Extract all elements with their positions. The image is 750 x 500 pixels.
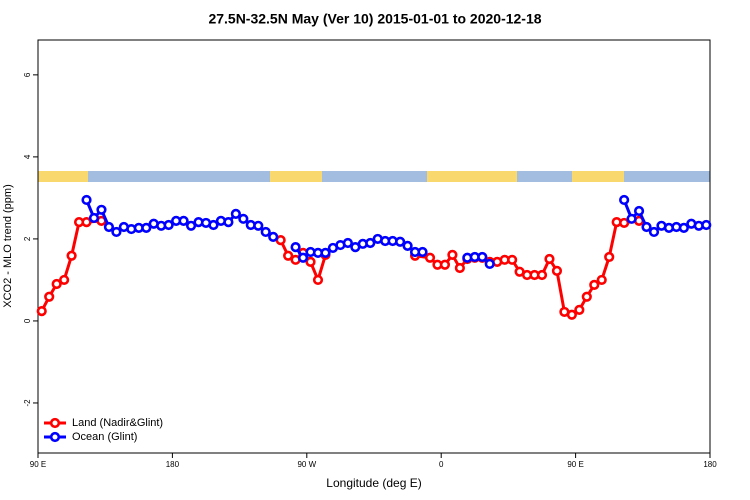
data-point	[544, 253, 555, 265]
data-point	[551, 265, 563, 277]
y-tick-label: 6	[23, 72, 32, 77]
data-point	[230, 208, 241, 219]
data-point	[223, 216, 234, 228]
data-point	[596, 274, 607, 286]
data-point	[36, 305, 47, 317]
data-point	[678, 222, 689, 233]
data-point	[342, 237, 353, 249]
x-tick-label: 180	[166, 460, 180, 469]
x-tick-label: 180	[703, 460, 717, 469]
x-tick-label: 90 W	[297, 460, 316, 469]
data-point	[163, 219, 174, 231]
data-point	[439, 259, 451, 270]
x-tick-label: 90 E	[567, 460, 583, 469]
data-point	[59, 274, 70, 286]
legend-label: Land (Nadir&Glint)	[72, 417, 163, 429]
data-point	[581, 291, 592, 302]
data-point	[305, 256, 316, 267]
data-point	[96, 204, 107, 215]
data-point	[566, 309, 577, 320]
data-point	[320, 247, 331, 258]
data-point	[66, 250, 77, 261]
land-strip	[427, 171, 517, 182]
data-point	[484, 258, 495, 270]
data-point	[44, 291, 55, 302]
data-point	[103, 221, 115, 233]
data-point	[51, 278, 62, 290]
land-strip	[38, 171, 88, 182]
data-point	[701, 219, 712, 231]
land-strip	[270, 171, 322, 182]
data-point	[417, 246, 428, 258]
data-point	[626, 213, 637, 224]
data-point	[290, 242, 301, 253]
data-point	[178, 215, 189, 226]
data-point	[536, 269, 548, 281]
plot-frame	[37, 39, 711, 454]
y-tick-label: -2	[23, 399, 32, 407]
data-point	[402, 240, 413, 251]
legend-label: Ocean (Glint)	[72, 431, 137, 443]
data-point	[185, 220, 197, 231]
data-point	[454, 262, 465, 274]
legend-marker	[49, 431, 61, 443]
data-point	[395, 236, 406, 247]
data-point	[619, 194, 630, 206]
data-point	[589, 279, 600, 290]
data-point	[619, 217, 630, 229]
data-point	[141, 222, 152, 233]
data-point	[88, 212, 100, 224]
data-point	[633, 205, 645, 217]
data-point	[365, 237, 376, 249]
y-tick-label: 4	[23, 154, 32, 159]
series-line	[40, 219, 640, 317]
data-point	[81, 216, 92, 228]
data-point	[81, 194, 92, 206]
data-point	[574, 304, 585, 315]
data-point	[268, 231, 279, 242]
data-point	[604, 251, 615, 263]
data-point	[297, 252, 309, 263]
ocean-strip	[38, 171, 710, 182]
x-axis-label: Longitude (deg E)	[326, 476, 421, 490]
series	[81, 194, 712, 270]
data-point	[477, 251, 488, 263]
data-point	[253, 220, 264, 231]
data-point	[111, 226, 122, 238]
data-point	[641, 221, 652, 233]
data-point	[283, 250, 294, 261]
y-tick-label: 0	[23, 318, 32, 323]
y-axis-label: XCO2 - MLO trend (ppm)	[2, 184, 14, 307]
legend-marker	[49, 417, 61, 429]
data-point	[312, 274, 324, 286]
data-point	[260, 226, 271, 238]
y-tick-label: 2	[23, 236, 32, 241]
x-tick-label: 0	[439, 460, 444, 469]
data-point	[447, 249, 458, 261]
chart-title: 27.5N-32.5N May (Ver 10) 2015-01-01 to 2…	[208, 11, 541, 27]
land-strip	[572, 171, 624, 182]
data-point	[208, 219, 219, 231]
x-tick-label: 90 E	[30, 460, 46, 469]
data-point	[238, 213, 249, 224]
data-point	[507, 254, 518, 265]
land-ocean-strip	[38, 171, 710, 182]
data-point	[424, 252, 436, 263]
data-point	[648, 226, 660, 238]
